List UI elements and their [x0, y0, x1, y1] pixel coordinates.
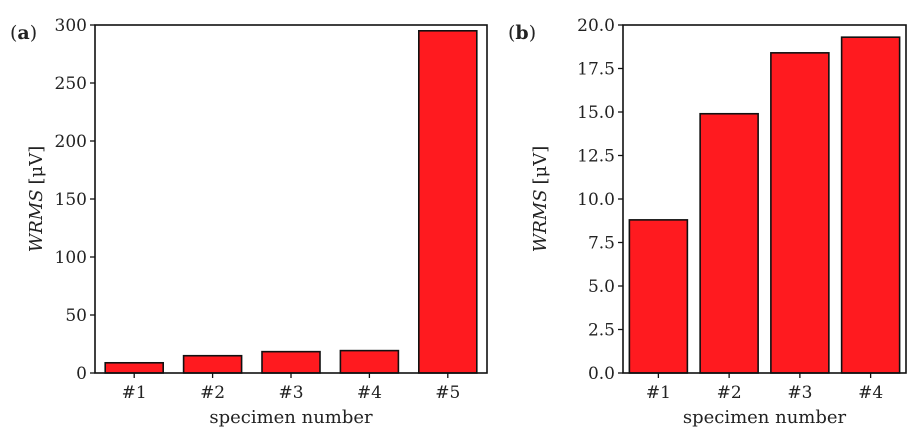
y-tick-label: 7.5: [588, 234, 615, 254]
y-tick-label: 250: [55, 74, 87, 94]
y-axis-title-quantity: WRMS: [26, 189, 47, 252]
y-tick-label: 0.0: [588, 364, 615, 384]
x-tick-label: #1: [122, 383, 147, 403]
panel-label-letter: b: [515, 22, 528, 44]
panel-label-close: ): [30, 22, 37, 44]
plot-frame: [94, 24, 488, 374]
chart-panel-b: #1 #2 #3 #4 0.0 2.5 5.0 7.5 10.0 12.5 15.0 17.5 20.0…: [508, 16, 907, 428]
bar-a-5: [417, 29, 478, 374]
y-axis-title-unit: [μV]: [530, 146, 551, 185]
y-tick-label: 10.0: [577, 190, 615, 210]
y-tick-label: 0: [76, 364, 87, 384]
y-axis-title: WRMS [μV]: [530, 146, 551, 253]
y-axis-title-quantity: WRMS: [530, 189, 551, 252]
y-tick-label: 20.0: [577, 16, 615, 36]
plot-frame: [622, 24, 907, 374]
y-axis-title-unit: [μV]: [26, 146, 47, 185]
bar-b-2: [699, 112, 759, 374]
y-tick-label: 100: [55, 248, 87, 268]
panel-label-letter: a: [17, 22, 29, 44]
y-tick-label: 15.0: [577, 103, 615, 123]
y-tick-label: 2.5: [588, 321, 615, 341]
x-tick-label: #4: [357, 383, 382, 403]
y-tick-label: 17.5: [577, 60, 615, 80]
panel-label: (a): [10, 22, 37, 44]
chart-panel-a: #1 #2 #3 #4 #5 0 50 100 150 200 250 300 specimen num…: [10, 16, 488, 428]
x-tick-label: #3: [278, 383, 303, 403]
x-tick-label: #4: [858, 383, 883, 403]
bar-a-1: [104, 361, 164, 374]
bar-a-2: [182, 354, 243, 374]
y-tick-label: 200: [55, 132, 87, 152]
y-tick-label: 12.5: [577, 147, 615, 167]
x-axis-title: specimen number: [209, 407, 373, 428]
x-tick-label: #3: [787, 383, 812, 403]
panel-label: (b): [508, 22, 536, 44]
y-tick-label: 150: [55, 190, 87, 210]
bar-a-3: [261, 350, 321, 374]
bar-b-4: [840, 36, 901, 374]
y-tick-label: 300: [55, 16, 87, 36]
bar-b-3: [770, 52, 830, 374]
panel-label-open: (: [508, 22, 515, 44]
panel-label-open: (: [10, 22, 17, 44]
bar-b-1: [628, 219, 689, 374]
y-tick-label: 50: [65, 306, 87, 326]
bar-a-4: [339, 349, 400, 374]
y-tick-label: 5.0: [588, 277, 615, 297]
x-tick-label: #1: [646, 383, 671, 403]
x-tick-label: #2: [717, 383, 742, 403]
x-tick-label: #2: [200, 383, 225, 403]
panel-label-close: ): [529, 22, 536, 44]
x-tick-label: #5: [435, 383, 460, 403]
y-axis-title: WRMS [μV]: [26, 146, 47, 253]
x-axis-title: specimen number: [683, 407, 847, 428]
